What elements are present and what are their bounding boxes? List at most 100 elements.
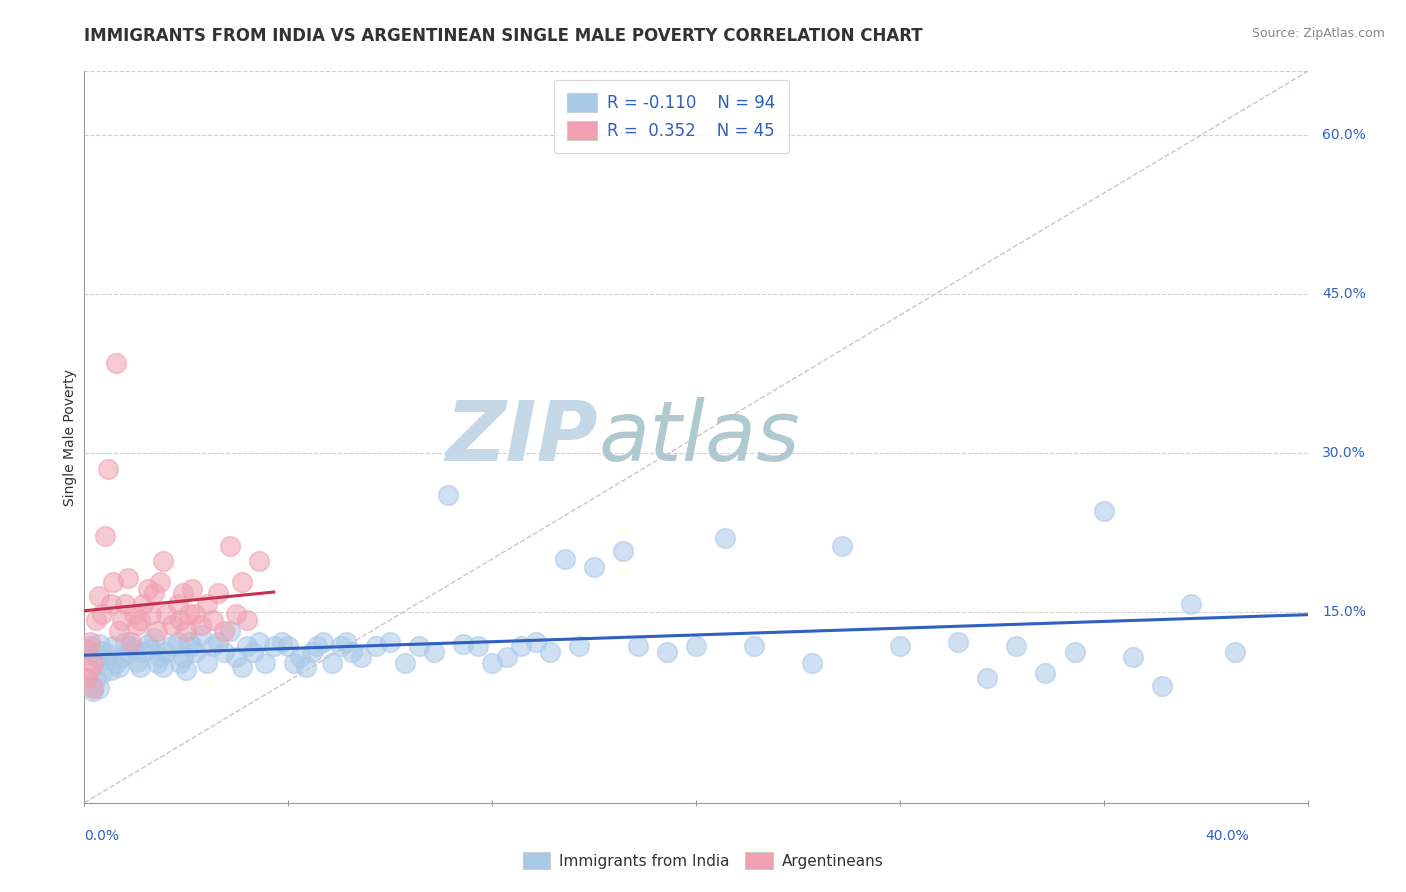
Point bbox=[166, 597, 188, 611]
Point bbox=[131, 597, 153, 611]
Point bbox=[138, 582, 160, 596]
Point bbox=[1122, 649, 1144, 664]
Text: 30.0%: 30.0% bbox=[1322, 446, 1365, 460]
Point bbox=[169, 656, 191, 670]
Point bbox=[889, 639, 911, 653]
Point bbox=[201, 614, 224, 628]
Point bbox=[1035, 666, 1057, 681]
Point bbox=[105, 656, 128, 670]
Point bbox=[364, 639, 387, 653]
Point bbox=[79, 634, 101, 648]
Point bbox=[195, 656, 218, 670]
Point bbox=[146, 656, 169, 670]
Point bbox=[146, 624, 169, 638]
Point bbox=[160, 639, 183, 653]
Point bbox=[120, 634, 142, 648]
Point bbox=[212, 624, 235, 638]
Point bbox=[143, 632, 166, 646]
Point bbox=[82, 684, 104, 698]
Point bbox=[179, 607, 201, 621]
Point bbox=[380, 634, 402, 648]
Text: Source: ZipAtlas.com: Source: ZipAtlas.com bbox=[1251, 27, 1385, 40]
Point bbox=[179, 634, 201, 648]
Point bbox=[181, 582, 204, 596]
Point bbox=[93, 653, 115, 667]
Point bbox=[84, 649, 107, 664]
Point bbox=[219, 624, 242, 638]
Point bbox=[225, 607, 247, 621]
Y-axis label: Single Male Poverty: Single Male Poverty bbox=[63, 368, 77, 506]
Point bbox=[288, 649, 311, 664]
Point bbox=[301, 645, 323, 659]
Point bbox=[946, 634, 969, 648]
Text: 40.0%: 40.0% bbox=[1205, 830, 1250, 843]
Point bbox=[277, 639, 299, 653]
Point bbox=[90, 666, 112, 681]
Point bbox=[247, 554, 270, 568]
Point bbox=[87, 589, 110, 603]
Point bbox=[155, 645, 177, 659]
Point bbox=[495, 649, 517, 664]
Point bbox=[201, 639, 224, 653]
Point bbox=[1092, 504, 1115, 518]
Point bbox=[263, 639, 285, 653]
Point bbox=[149, 575, 172, 590]
Point bbox=[1223, 645, 1246, 659]
Point bbox=[554, 552, 576, 566]
Point bbox=[568, 639, 591, 653]
Point bbox=[82, 645, 104, 659]
Point bbox=[152, 660, 174, 674]
Point bbox=[1063, 645, 1085, 659]
Point bbox=[253, 656, 276, 670]
Point bbox=[207, 586, 229, 600]
Point bbox=[831, 539, 853, 553]
Text: 0.0%: 0.0% bbox=[84, 830, 120, 843]
Point bbox=[742, 639, 765, 653]
Point bbox=[321, 656, 343, 670]
Point bbox=[152, 554, 174, 568]
Point bbox=[82, 681, 104, 696]
Point bbox=[307, 639, 329, 653]
Point bbox=[131, 645, 153, 659]
Point bbox=[976, 671, 998, 685]
Point bbox=[181, 639, 204, 653]
Point bbox=[100, 597, 122, 611]
Point bbox=[801, 656, 824, 670]
Point bbox=[408, 639, 430, 653]
Point bbox=[174, 624, 197, 638]
Point bbox=[172, 586, 194, 600]
Point bbox=[125, 617, 148, 632]
Point bbox=[467, 639, 489, 653]
Text: 45.0%: 45.0% bbox=[1322, 287, 1365, 301]
Point bbox=[1005, 639, 1028, 653]
Point bbox=[437, 488, 460, 502]
Point bbox=[155, 607, 177, 621]
Point bbox=[714, 531, 737, 545]
Point bbox=[76, 671, 98, 685]
Point bbox=[655, 645, 678, 659]
Point bbox=[184, 645, 207, 659]
Point bbox=[79, 639, 101, 653]
Point bbox=[538, 645, 561, 659]
Point bbox=[481, 656, 503, 670]
Point bbox=[212, 645, 235, 659]
Point bbox=[90, 644, 112, 658]
Point bbox=[97, 648, 120, 662]
Point bbox=[169, 614, 191, 628]
Point bbox=[76, 642, 98, 657]
Point bbox=[149, 649, 172, 664]
Point bbox=[283, 656, 305, 670]
Point bbox=[195, 597, 218, 611]
Point bbox=[103, 639, 125, 653]
Point bbox=[342, 645, 364, 659]
Point bbox=[219, 539, 242, 553]
Point bbox=[87, 637, 110, 651]
Point bbox=[82, 656, 104, 670]
Point bbox=[138, 637, 160, 651]
Point bbox=[524, 634, 547, 648]
Point bbox=[231, 660, 253, 674]
Point bbox=[685, 639, 707, 653]
Point bbox=[79, 679, 101, 693]
Point bbox=[582, 560, 605, 574]
Point bbox=[207, 634, 229, 648]
